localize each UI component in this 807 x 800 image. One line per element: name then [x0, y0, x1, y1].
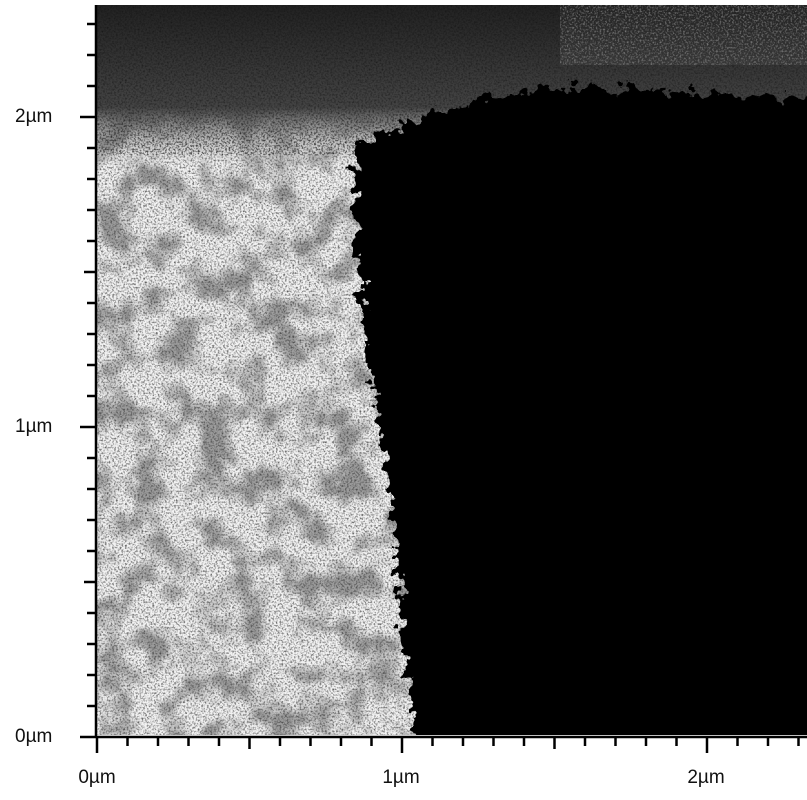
- y-tick-label: 1µm: [15, 416, 52, 437]
- y-tick-label: 0µm: [15, 726, 52, 747]
- micrograph: [95, 5, 807, 735]
- axes: [80, 5, 807, 753]
- x-tick-label: 0µm: [78, 767, 115, 788]
- x-tick-label: 2µm: [687, 767, 724, 788]
- y-tick-label: 2µm: [15, 106, 52, 127]
- x-tick-label: 1µm: [382, 767, 419, 788]
